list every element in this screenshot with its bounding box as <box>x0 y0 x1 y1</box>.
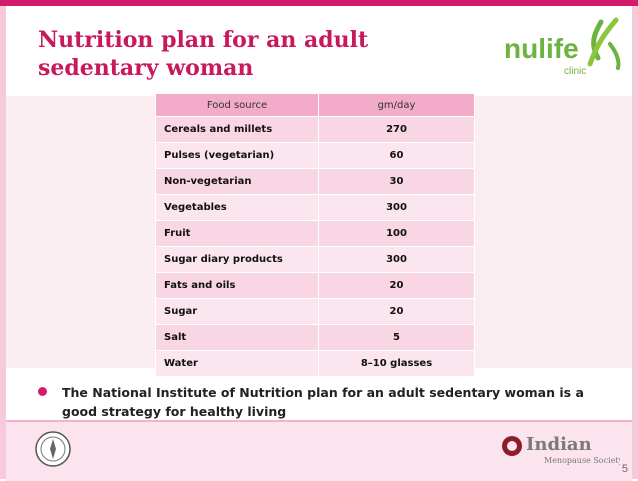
leaf-x-logo-icon <box>587 17 621 70</box>
table-row: Sugar diary products 300 <box>155 246 475 273</box>
logo-brand-text: nulife <box>504 33 579 64</box>
bullet-dot-icon <box>38 387 47 396</box>
seal-emblem-icon <box>35 431 71 467</box>
title-line-2: sedentary woman <box>38 55 254 81</box>
bullet-point: The National Institute of Nutrition plan… <box>38 383 608 421</box>
title-line-1: Nutrition plan for an adult <box>38 27 369 53</box>
table-row: Cereals and millets 270 <box>155 116 475 143</box>
table-row: Water 8–10 glasses <box>155 350 475 377</box>
footer-band <box>6 420 632 481</box>
amount-cell: 5 <box>318 324 475 351</box>
amount-cell: 20 <box>318 298 475 325</box>
logo-sub-text: clinic <box>564 66 586 77</box>
food-cell: Pulses (vegetarian) <box>155 142 319 169</box>
amount-cell: 30 <box>318 168 475 195</box>
indian-menopause-society-logo: Indian Menopause Society <box>502 434 620 465</box>
food-cell: Non-vegetarian <box>155 168 319 195</box>
page-number: 5 <box>621 463 628 475</box>
food-cell: Sugar diary products <box>155 246 319 273</box>
amount-cell: 8–10 glasses <box>318 350 475 377</box>
food-cell: Salt <box>155 324 319 351</box>
ims-line-1: Indian <box>526 434 592 455</box>
table-row: Fats and oils 20 <box>155 272 475 299</box>
food-cell: Fats and oils <box>155 272 319 299</box>
bullet-text: The National Institute of Nutrition plan… <box>62 385 584 419</box>
table-row: Vegetables 300 <box>155 194 475 221</box>
right-border-strip <box>632 6 638 479</box>
food-cell: Sugar <box>155 298 319 325</box>
food-cell: Cereals and millets <box>155 116 319 143</box>
food-cell: Fruit <box>155 220 319 247</box>
amount-cell: 60 <box>318 142 475 169</box>
food-cell: Vegetables <box>155 194 319 221</box>
amount-cell: 100 <box>318 220 475 247</box>
ims-line-2: Menopause Society <box>544 456 620 465</box>
table-row: Non-vegetarian 30 <box>155 168 475 195</box>
amount-cell: 20 <box>318 272 475 299</box>
slide-title: Nutrition plan for an adult sedentary wo… <box>38 26 458 82</box>
table-header-row: Food source gm/day <box>155 93 475 117</box>
nutrition-table: Food source gm/day Cereals and millets 2… <box>155 93 475 377</box>
nulife-clinic-logo: nulife clinic <box>504 17 621 77</box>
table-row: Sugar 20 <box>155 298 475 325</box>
header-gm-day: gm/day <box>318 93 475 117</box>
amount-cell: 300 <box>318 194 475 221</box>
header-food-source: Food source <box>155 93 319 117</box>
left-border-strip <box>0 6 6 479</box>
top-accent-bar <box>0 0 638 6</box>
amount-cell: 270 <box>318 116 475 143</box>
table-row: Pulses (vegetarian) 60 <box>155 142 475 169</box>
amount-cell: 300 <box>318 246 475 273</box>
table-row: Fruit 100 <box>155 220 475 247</box>
food-cell: Water <box>155 350 319 377</box>
table-row: Salt 5 <box>155 324 475 351</box>
